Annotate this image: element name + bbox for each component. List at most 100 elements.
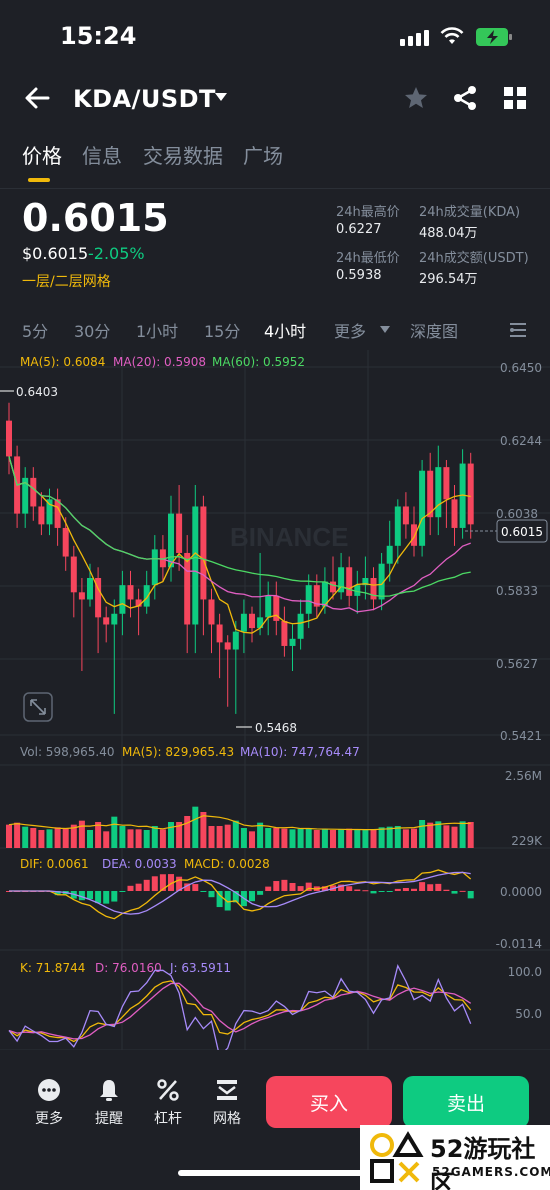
volume-bar <box>411 828 417 848</box>
kdj-axis-label: 50.0 <box>515 1007 542 1021</box>
grid-trading-icon <box>217 1080 237 1100</box>
macd-bar <box>168 874 174 891</box>
candle-body <box>143 585 150 607</box>
volume-bar <box>208 826 215 848</box>
volume-bar <box>62 828 69 848</box>
volume-bar <box>305 828 312 848</box>
volume-bar <box>467 822 474 848</box>
kdj-lines <box>8 964 472 1050</box>
home-indicator[interactable] <box>178 1170 374 1176</box>
macd-bar <box>305 882 312 891</box>
layout-grid-icon[interactable] <box>503 86 527 110</box>
more-label: 更多 <box>35 1111 63 1127</box>
expand-chart-icon[interactable] <box>23 692 53 722</box>
candle-body <box>200 506 207 600</box>
low-marker: 0.5468 <box>255 721 297 735</box>
candle-body <box>362 578 369 586</box>
network-tag[interactable]: 一层/二层网格 <box>22 274 111 290</box>
trading-pair-title[interactable]: KDA/USDT <box>73 85 216 113</box>
volume-bar <box>451 826 458 848</box>
volume-bar <box>14 822 21 848</box>
tab-square[interactable]: 广场 <box>243 144 283 168</box>
more-button[interactable]: 更多 <box>24 1078 74 1128</box>
volume-bar <box>370 830 377 848</box>
tab-trading-data[interactable]: 交易数据 <box>143 144 223 168</box>
chart-settings-icon[interactable] <box>508 321 528 339</box>
candlestick-chart[interactable]: BINANCE MA(5): 0.6084 MA(20): 0.5908 MA(… <box>0 350 550 1050</box>
high-value: 0.6227 <box>336 222 382 237</box>
candle-body <box>330 581 336 593</box>
status-time: 15:24 <box>60 22 137 50</box>
volume-bar <box>184 816 191 848</box>
high-label: 24h最高价 <box>336 205 400 220</box>
interval-1h[interactable]: 1小时 <box>136 322 179 341</box>
candle-body <box>151 549 158 586</box>
macd-bar <box>370 891 377 894</box>
divider <box>0 188 550 189</box>
volume-bar <box>338 829 345 848</box>
more-dropdown-icon[interactable] <box>380 326 390 334</box>
candle-body <box>119 585 126 614</box>
leverage-button[interactable]: 杠杆 <box>143 1078 193 1128</box>
candle-body <box>249 613 255 629</box>
macd-bar <box>459 890 466 892</box>
candle-body <box>338 567 345 593</box>
volume-bar <box>321 829 328 848</box>
candle-body <box>176 513 183 553</box>
macd-bar <box>346 886 353 891</box>
favorite-star-icon[interactable] <box>403 85 429 111</box>
candle-body <box>54 499 61 528</box>
interval-15m[interactable]: 15分 <box>204 322 241 341</box>
pair-dropdown-icon[interactable] <box>214 92 228 102</box>
ma5-line <box>8 456 471 634</box>
volume-bar <box>459 821 466 848</box>
volume-bar <box>402 829 409 848</box>
candle-body <box>459 463 466 528</box>
grid-button[interactable]: 网格 <box>202 1078 252 1128</box>
more-dots-icon <box>38 1079 60 1101</box>
last-price: 0.6015 <box>22 196 169 240</box>
candle-body <box>6 420 12 457</box>
candle-body <box>111 613 118 625</box>
candle-body <box>240 613 247 632</box>
macd-bar <box>159 874 166 891</box>
candle-body <box>232 631 239 650</box>
low-label: 24h最低价 <box>336 251 400 266</box>
buy-button[interactable]: 买入 <box>266 1076 392 1128</box>
top-bar: KDA/USDT <box>0 75 550 125</box>
back-arrow-icon[interactable] <box>22 83 52 113</box>
volume-ma5-legend: MA(5): 829,965.43 <box>122 745 234 759</box>
volume-bar <box>289 829 296 848</box>
candle-group <box>6 402 474 714</box>
macd-bar <box>54 891 61 896</box>
macd-bar <box>386 891 393 892</box>
watermark-name: 52游玩社区 <box>430 1135 536 1190</box>
macd-bar <box>232 891 239 903</box>
interval-5m[interactable]: 5分 <box>22 322 49 341</box>
macd-bar <box>95 891 102 904</box>
candle-body <box>265 595 272 618</box>
high-marker: 0.6403 <box>16 385 58 399</box>
sell-button[interactable]: 卖出 <box>403 1076 529 1128</box>
alert-button[interactable]: 提醒 <box>84 1078 134 1128</box>
candle-body <box>22 477 29 514</box>
amount-label: 24h成交额(USDT) <box>419 251 529 266</box>
candle-body <box>443 467 450 500</box>
tab-info[interactable]: 信息 <box>82 144 122 168</box>
macd-bar <box>443 889 450 891</box>
macd-bar <box>354 889 361 891</box>
candle-body <box>386 545 393 564</box>
interval-4h[interactable]: 4小时 <box>264 322 307 341</box>
macd-bar <box>224 891 231 911</box>
interval-depth[interactable]: 深度图 <box>410 322 459 341</box>
price-axis-label: 0.6244 <box>500 434 542 448</box>
candle-body <box>354 585 361 596</box>
share-icon[interactable] <box>452 85 478 111</box>
macd-bar <box>184 883 191 891</box>
tab-price[interactable]: 价格 <box>22 144 62 168</box>
interval-30m[interactable]: 30分 <box>74 322 111 341</box>
volume-bar <box>330 830 336 848</box>
volume-bar <box>176 822 183 848</box>
candle-body <box>419 470 426 546</box>
interval-more[interactable]: 更多 <box>334 322 367 341</box>
